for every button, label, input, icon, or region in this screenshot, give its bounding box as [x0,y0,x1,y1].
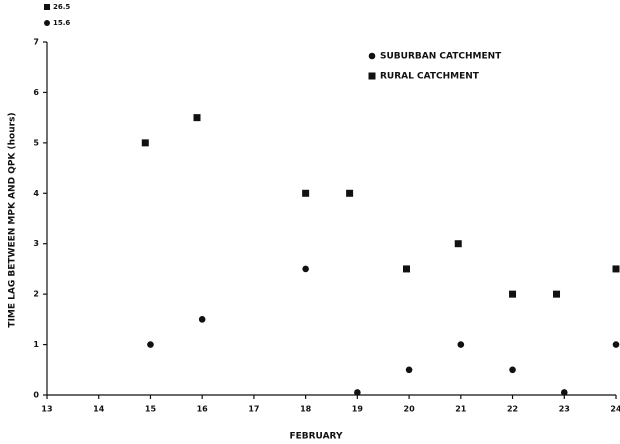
y-tick-label: 7 [33,38,39,47]
x-tick-label: 16 [197,405,209,414]
point [405,366,413,374]
point [302,189,310,197]
legend-label: SUBURBAN CATCHMENT [380,52,502,62]
point [612,341,620,348]
point [147,341,154,348]
y-tick-label: 3 [33,239,39,248]
x-tick-label: 19 [352,405,364,414]
y-axis-label: TIME LAG BETWEEN MPK AND QPK (hours) [8,112,18,327]
point [403,265,411,273]
x-tick-label: 14 [93,405,105,414]
point [509,366,516,374]
point [346,189,354,197]
point [198,316,206,323]
point [560,389,568,396]
x-tick-label: 18 [300,405,312,414]
y-tick-label: 0 [33,391,39,400]
annotation: 15.6 [53,19,70,27]
y-tick-label: 4 [33,189,39,198]
point [553,290,561,298]
point [354,389,361,396]
x-tick-label: 22 [507,405,518,414]
x-tick-label: 21 [455,405,467,414]
point [141,139,149,147]
x-tick-label: 17 [248,405,259,414]
annotation-marker [44,20,50,26]
legend-marker [368,52,376,60]
point [302,265,309,273]
x-tick-label: 20 [404,405,416,414]
y-tick-label: 1 [33,340,39,349]
annotation-marker [44,4,50,10]
x-tick-label: 15 [145,405,157,414]
annotation: 26.5 [53,3,70,11]
legend-label: RURAL CATCHMENT [380,72,480,82]
legend-marker [368,72,376,80]
point [509,290,517,298]
x-tick-label: 23 [559,405,570,414]
point [454,240,462,248]
x-tick-label: 24 [610,405,620,414]
point [457,341,465,348]
point [612,265,620,273]
y-tick-label: 6 [33,88,39,97]
point [193,114,201,122]
x-axis-label: FEBRUARY [289,432,343,442]
x-tick-label: 13 [41,405,52,414]
y-tick-label: 5 [33,138,39,147]
y-tick-label: 2 [33,290,39,299]
